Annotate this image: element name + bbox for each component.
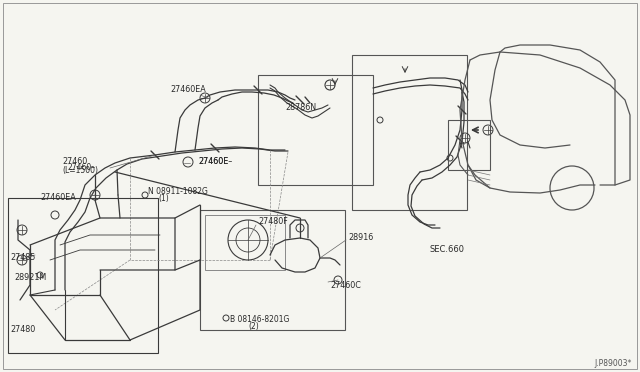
Text: 27480: 27480 [10, 326, 35, 334]
Bar [200, 210, 345, 330]
Text: SEC.660: SEC.660 [430, 246, 465, 254]
Bar [205, 215, 285, 270]
Text: 27460–: 27460– [68, 164, 96, 173]
Text: 27460EA: 27460EA [170, 86, 205, 94]
Text: 27460EA: 27460EA [40, 193, 76, 202]
Bar [258, 75, 373, 185]
Bar [8, 198, 158, 353]
Bar [448, 120, 490, 170]
Text: 28786N: 28786N [285, 103, 316, 112]
Text: 27485: 27485 [10, 253, 35, 263]
Text: B 08146-8201G: B 08146-8201G [230, 315, 289, 324]
Bar [352, 55, 467, 210]
Text: (L=1500): (L=1500) [62, 166, 98, 174]
Text: 27460E: 27460E [198, 157, 228, 167]
Text: (1): (1) [158, 193, 169, 202]
Text: 27460C: 27460C [330, 280, 361, 289]
Text: 28916: 28916 [348, 234, 373, 243]
Text: 27480F: 27480F [258, 218, 288, 227]
Text: N 08911-1082G: N 08911-1082G [148, 187, 208, 196]
Text: 27460: 27460 [62, 157, 87, 167]
Text: J.P89003*: J.P89003* [595, 359, 632, 368]
Text: (2): (2) [248, 321, 259, 330]
Text: 27460E–: 27460E– [198, 157, 232, 167]
Text: 28921M: 28921M [14, 273, 46, 282]
